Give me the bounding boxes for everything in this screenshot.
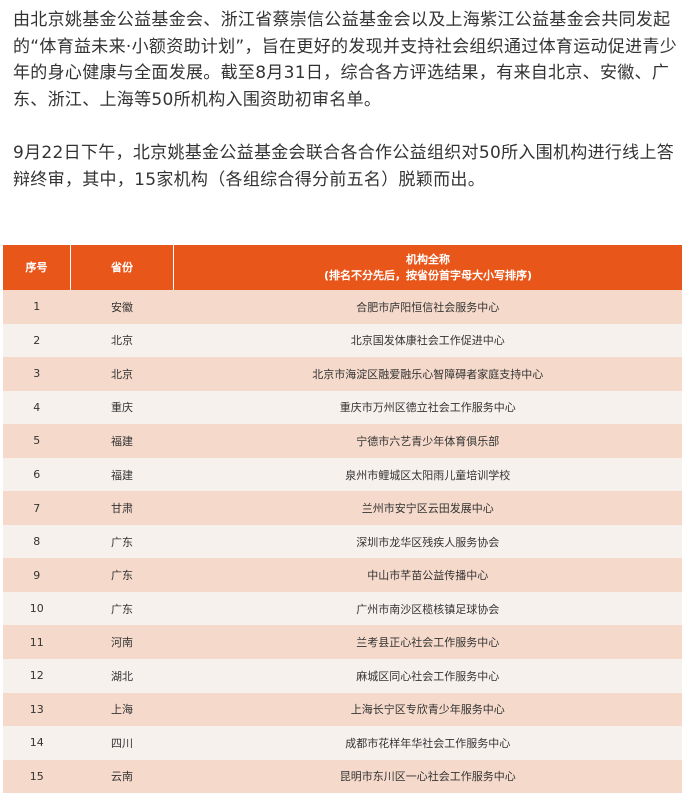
cell-index: 7 [3, 491, 71, 525]
header-name: 机构全称 (排名不分先后，按省份首字母大小写排序) [173, 245, 682, 290]
cell-name: 泉州市鲤城区太阳雨儿童培训学校 [173, 457, 682, 492]
cell-name: 成都市花样年华社会工作服务中心 [173, 726, 682, 760]
table-row: 3 北京 北京市海淀区融爱融乐心智障碍者家庭支持中心 [3, 357, 682, 391]
cell-province: 福建 [70, 457, 174, 492]
table-row: 12 湖北 麻城区同心社会工作服务中心 [3, 659, 682, 693]
table-header-row: 序号 省份 机构全称 (排名不分先后，按省份首字母大小写排序) [3, 245, 682, 290]
table-row: 11 河南 兰考县正心社会工作服务中心 [3, 625, 682, 660]
table-body: 1 安徽 合肥市庐阳恒信社会服务中心 2 北京 北京国发体康社会工作促进中心 3 北京 北京市海… [3, 290, 682, 794]
cell-name: 昆明市东川区一心社会工作服务中心 [173, 759, 682, 794]
cell-province: 广东 [70, 591, 174, 626]
table-row: 15 云南 昆明市东川区一心社会工作服务中心 [3, 759, 682, 794]
cell-province: 上海 [70, 692, 174, 727]
cell-name: 广州市南沙区榄核镇足球协会 [173, 591, 682, 626]
text-line: 9月22日下午，北京姚基金公益基金会联合各合作公益组织对50所入围机构进行线上答 [13, 143, 675, 163]
cell-province: 甘肃 [70, 491, 174, 525]
cell-index: 6 [3, 457, 71, 492]
cell-province: 北京 [70, 323, 174, 358]
text-line: 的“体育益未来·小额资助计划”，旨在更好的发现并支持社会组织通过体育运动促进青少 [13, 36, 678, 57]
result-paragraph: 9月22日下午，北京姚基金公益基金会联合各合作公益组织对50所入围机构进行线上答… [13, 140, 678, 193]
cell-name: 兰州市安宁区云田发展中心 [173, 491, 682, 525]
cell-index: 5 [3, 424, 71, 458]
cell-name: 上海长宁区专欣青少年服务中心 [173, 692, 682, 727]
cell-name: 北京市海淀区融爱融乐心智障碍者家庭支持中心 [173, 357, 682, 391]
cell-province: 福建 [70, 424, 174, 458]
text-line: 由北京姚基金公益基金会、浙江省蔡崇信公益基金会以及上海紫江公益基金会共同发起 [13, 10, 671, 30]
header-index: 序号 [3, 245, 71, 290]
cell-province: 广东 [70, 558, 174, 592]
cell-index: 8 [3, 524, 71, 559]
cell-index: 12 [3, 659, 71, 693]
cell-index: 15 [3, 759, 71, 794]
cell-province: 云南 [70, 759, 174, 794]
cell-name: 中山市芊苗公益传播中心 [173, 558, 682, 592]
cell-index: 10 [3, 591, 71, 626]
text-line: 年的身心健康与全面发展。截至8月31日，综合各方评选结果，有来自北京、安徽、广 [13, 63, 670, 83]
cell-province: 河南 [70, 625, 174, 660]
header-name-note: (排名不分先后，按省份首字母大小写排序) [323, 268, 533, 282]
table-row: 6 福建 泉州市鲤城区太阳雨儿童培训学校 [3, 457, 682, 492]
cell-province: 湖北 [70, 659, 174, 693]
text-line: 东、浙江、上海等50所机构入围资助初审名单。 [13, 89, 382, 110]
cell-index: 9 [3, 558, 71, 592]
cell-province: 重庆 [70, 390, 174, 425]
cell-name: 重庆市万州区德立社会工作服务中心 [173, 390, 682, 425]
cell-index: 3 [3, 357, 71, 391]
cell-index: 14 [3, 726, 71, 760]
table-row: 5 福建 宁德市六艺青少年体育俱乐部 [3, 424, 682, 458]
table-row: 2 北京 北京国发体康社会工作促进中心 [3, 323, 682, 358]
cell-name: 麻城区同心社会工作服务中心 [173, 659, 682, 693]
cell-index: 13 [3, 692, 71, 727]
table-row: 7 甘肃 兰州市安宁区云田发展中心 [3, 491, 682, 525]
cell-name: 宁德市六艺青少年体育俱乐部 [173, 424, 682, 458]
cell-province: 北京 [70, 357, 174, 391]
cell-province: 广东 [70, 524, 174, 559]
header-name-title: 机构全称 [406, 252, 450, 266]
cell-index: 11 [3, 625, 71, 660]
cell-name: 深圳市龙华区残疾人服务协会 [173, 524, 682, 559]
cell-index: 1 [3, 290, 71, 324]
cell-province: 安徽 [70, 290, 174, 324]
table-row: 9 广东 中山市芊苗公益传播中心 [3, 558, 682, 592]
table-row: 8 广东 深圳市龙华区残疾人服务协会 [3, 524, 682, 559]
cell-province: 四川 [70, 726, 174, 760]
table-row: 13 上海 上海长宁区专欣青少年服务中心 [3, 692, 682, 727]
cell-index: 2 [3, 323, 71, 358]
finalists-table: 序号 省份 机构全称 (排名不分先后，按省份首字母大小写排序) 1 安徽 合肥市庐阳… [3, 245, 682, 794]
header-province: 省份 [70, 245, 174, 290]
cell-name: 北京国发体康社会工作促进中心 [173, 323, 682, 358]
cell-name: 兰考县正心社会工作服务中心 [173, 625, 682, 660]
cell-index: 4 [3, 390, 71, 425]
table-row: 1 安徽 合肥市庐阳恒信社会服务中心 [3, 290, 682, 324]
table-row: 14 四川 成都市花样年华社会工作服务中心 [3, 726, 682, 760]
intro-paragraph: 由北京姚基金公益基金会、浙江省蔡崇信公益基金会以及上海紫江公益基金会共同发起 的… [13, 7, 678, 113]
table-row: 4 重庆 重庆市万州区德立社会工作服务中心 [3, 390, 682, 425]
cell-name: 合肥市庐阳恒信社会服务中心 [173, 290, 682, 324]
text-line: 辩终审，其中，15家机构（各组综合得分前五名）脱颖而出。 [13, 169, 486, 190]
table-row: 10 广东 广州市南沙区榄核镇足球协会 [3, 591, 682, 626]
